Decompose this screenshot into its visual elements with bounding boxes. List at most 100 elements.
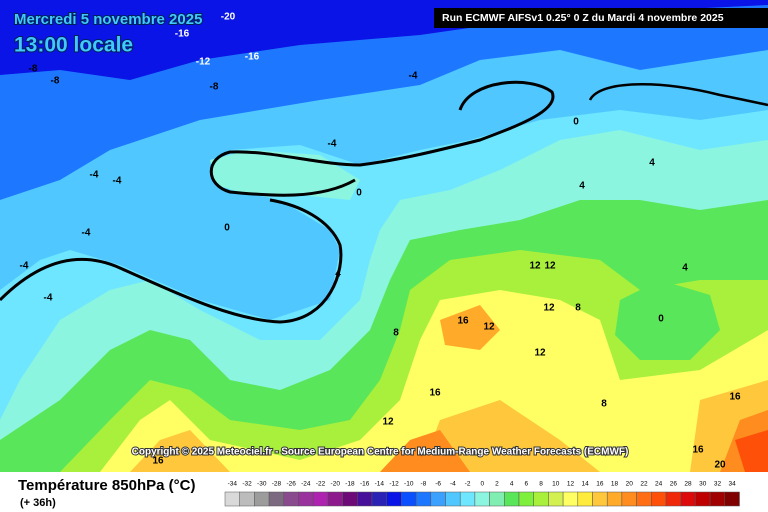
contour-label: 12 bbox=[529, 261, 541, 272]
contour-label: 20 bbox=[714, 460, 726, 471]
temperature-band bbox=[100, 290, 768, 472]
scale-swatch bbox=[312, 491, 329, 507]
run-info: Run ECMWF AIFSv1 0.25° 0 Z du Mardi 4 no… bbox=[442, 12, 724, 24]
scale-swatch bbox=[445, 491, 461, 507]
scale-swatch bbox=[562, 491, 579, 507]
scale-swatch bbox=[224, 491, 240, 507]
contour-label: 4 bbox=[335, 269, 341, 280]
scale-swatch bbox=[577, 491, 593, 507]
scale-label: -22 bbox=[316, 481, 326, 488]
scale-label: 28 bbox=[684, 481, 692, 488]
temperature-band bbox=[380, 430, 470, 472]
contour-label: 16 bbox=[429, 388, 441, 399]
scale-swatch bbox=[724, 491, 740, 507]
contour-label: 12 bbox=[382, 417, 394, 428]
scale-swatch bbox=[636, 491, 652, 507]
scale-label: 10 bbox=[552, 481, 560, 488]
contour-lines bbox=[0, 80, 768, 324]
scale-swatch bbox=[342, 491, 358, 507]
temperature-band bbox=[200, 0, 300, 30]
scale-label: 16 bbox=[596, 481, 604, 488]
scale-label: 4 bbox=[510, 481, 514, 488]
scale-swatch bbox=[254, 491, 270, 507]
contour-label: -16 bbox=[175, 29, 190, 40]
contour-label: 12 bbox=[483, 322, 495, 333]
contour-label: -4 bbox=[409, 71, 418, 82]
contour-labels: -20 -16 -12 -16 -8 -8 -8 -4 -4 -4 -4 -4 -4 -4 0 0 0 0 4 4 4 4… bbox=[20, 12, 741, 471]
scale-swatch bbox=[489, 491, 505, 507]
scale-label: 34 bbox=[729, 481, 737, 488]
scale-label: -28 bbox=[272, 481, 282, 488]
contour-label: 4 bbox=[649, 158, 655, 169]
copyright: Copyright © 2025 Meteociel.fr - Source E… bbox=[132, 447, 629, 458]
scale-label: 20 bbox=[626, 481, 634, 488]
scale-swatch bbox=[695, 491, 711, 507]
scale-swatch bbox=[430, 491, 446, 507]
scale-label: 8 bbox=[539, 481, 543, 488]
contour-label: 8 bbox=[601, 399, 607, 410]
contour-label: 16 bbox=[692, 445, 704, 456]
scale-label: 12 bbox=[567, 481, 575, 488]
scale-label: -8 bbox=[421, 481, 427, 488]
temperature-band bbox=[615, 280, 720, 360]
contour-label: -16 bbox=[245, 52, 260, 63]
contour-label: -4 bbox=[328, 139, 337, 150]
scale-swatch bbox=[709, 491, 726, 507]
scale-label: -12 bbox=[389, 481, 399, 488]
scale-label: 32 bbox=[714, 481, 722, 488]
contour-label: -4 bbox=[20, 261, 29, 272]
contour-label: 12 bbox=[543, 303, 555, 314]
temperature-bands bbox=[0, 0, 768, 472]
scale-swatch bbox=[386, 491, 402, 507]
contour-label: 4 bbox=[682, 263, 688, 274]
scale-swatch bbox=[371, 491, 387, 507]
temperature-band bbox=[420, 400, 600, 472]
contour-label: -12 bbox=[196, 57, 211, 68]
scale-label: -32 bbox=[242, 481, 252, 488]
scale-swatch bbox=[283, 491, 299, 507]
scale-label: -14 bbox=[375, 481, 385, 488]
contour-label: 0 bbox=[224, 223, 230, 234]
scale-swatch bbox=[651, 491, 667, 507]
contour-label: 8 bbox=[393, 328, 399, 339]
contour-label: 12 bbox=[544, 261, 556, 272]
scale-swatch bbox=[621, 491, 637, 507]
run-box bbox=[434, 8, 768, 28]
scale-label: -6 bbox=[435, 481, 441, 488]
contour-label: -8 bbox=[51, 76, 60, 87]
scale-label: -26 bbox=[286, 481, 296, 488]
scale-label: 24 bbox=[655, 481, 663, 488]
scale-swatch bbox=[474, 491, 490, 507]
scale-swatch bbox=[298, 491, 314, 507]
scale-swatch bbox=[401, 491, 417, 507]
scale-swatch bbox=[518, 491, 534, 507]
contour-label: -4 bbox=[113, 176, 122, 187]
contour-label: 8 bbox=[575, 303, 581, 314]
scale-label: 30 bbox=[699, 481, 707, 488]
temperature-band bbox=[440, 305, 500, 350]
scale-swatch bbox=[357, 491, 373, 507]
contour-label: 0 bbox=[658, 314, 664, 325]
scale-label: 22 bbox=[640, 481, 648, 488]
scale-swatch bbox=[680, 491, 696, 507]
contour-label: -8 bbox=[29, 64, 38, 75]
legend-lead: (+ 36h) bbox=[20, 497, 56, 509]
scale-label: 26 bbox=[670, 481, 678, 488]
contour-label: -8 bbox=[210, 82, 219, 93]
scale-label: 14 bbox=[582, 481, 590, 488]
scale-label: -16 bbox=[360, 481, 370, 488]
scale-label: -24 bbox=[301, 481, 311, 488]
scale-swatch bbox=[533, 491, 549, 507]
scale-swatch bbox=[592, 491, 608, 507]
color-scale: -34 -32 -30 -28 -26 -24 -22 -20 -18 -16 -14 -12 -10-… bbox=[224, 481, 740, 507]
contour-label: 16 bbox=[152, 456, 164, 467]
forecast-time: 13:00 locale bbox=[14, 34, 133, 57]
scale-label: -2 bbox=[465, 481, 471, 488]
scale-swatch bbox=[665, 491, 681, 507]
scale-swatch bbox=[239, 491, 255, 507]
scale-label: -34 bbox=[228, 481, 238, 488]
scale-swatch bbox=[415, 491, 432, 507]
temperature-band bbox=[735, 430, 768, 472]
scale-swatch bbox=[327, 491, 343, 507]
